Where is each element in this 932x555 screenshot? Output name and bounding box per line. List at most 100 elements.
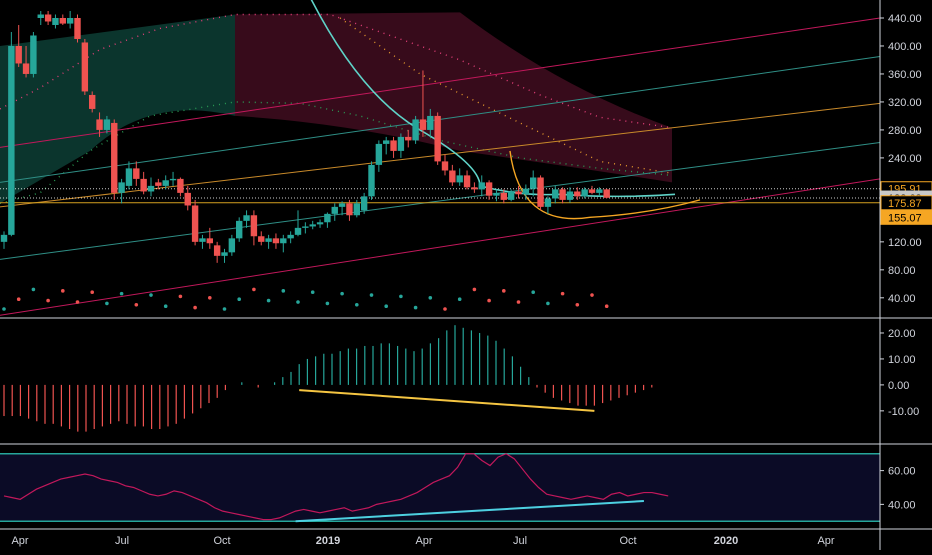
volume-dot [384,304,389,309]
candle-body[interactable] [111,122,118,193]
candle-body[interactable] [272,238,280,244]
candle-body[interactable] [316,222,324,225]
candle-body[interactable] [191,205,199,242]
volume-dot [457,297,462,302]
candle-body[interactable] [456,175,463,183]
candle-body[interactable] [544,198,552,207]
candle-body[interactable] [147,185,155,192]
volume-dot [560,291,565,296]
candle-body[interactable] [463,175,471,188]
candle-body[interactable] [30,35,37,74]
candle-body[interactable] [596,189,603,193]
candle-body[interactable] [302,226,309,228]
rsi-line [3,453,669,521]
candle-body[interactable] [405,136,412,141]
candle-body[interactable] [441,161,449,171]
price-badge-label: 155.07 [888,212,922,224]
candle-body[interactable] [221,252,228,256]
candle-body[interactable] [162,180,169,186]
candle-body[interactable] [449,170,456,183]
candle-body[interactable] [368,164,375,197]
rsi-band [0,453,880,522]
candle-body[interactable] [309,224,316,227]
candle-body[interactable] [103,119,111,130]
candle-body[interactable] [471,187,478,190]
candle-body[interactable] [37,14,44,18]
candle-body[interactable] [213,245,221,256]
candle-body[interactable] [74,17,81,39]
candle-body[interactable] [493,192,500,196]
candle-body[interactable] [390,140,397,151]
candle-body[interactable] [89,94,96,109]
candle-body[interactable] [588,189,596,193]
candle-body[interactable] [96,119,103,130]
candle-body[interactable] [522,188,530,195]
candle-body[interactable] [603,189,610,198]
candle-body[interactable] [184,192,191,206]
price-badge[interactable] [880,209,932,225]
candle-body[interactable] [250,215,258,237]
candle-body[interactable] [206,238,213,244]
candle-body[interactable] [530,177,537,189]
candle-body[interactable] [44,14,52,22]
candle-body[interactable] [199,238,206,242]
candle-body[interactable] [581,189,588,197]
candle-body[interactable] [0,234,8,242]
candle-body[interactable] [375,143,383,165]
candle-body[interactable] [515,191,522,195]
candle-body[interactable] [8,45,15,235]
candle-body[interactable] [155,182,162,186]
candle-body[interactable] [383,140,390,144]
candle-body[interactable] [346,203,353,216]
channel-line-teal-lower [0,142,881,260]
candle-body[interactable] [228,238,236,253]
price-axis-tick-label: 120.00 [888,237,922,249]
candle-body[interactable] [331,206,338,214]
candle-body[interactable] [280,238,287,244]
candle-body[interactable] [360,196,368,211]
volume-dot [31,287,36,292]
volume-dot [502,289,506,293]
candle-body[interactable] [258,236,265,242]
candle-body[interactable] [574,191,581,197]
candle-body[interactable] [81,42,89,92]
candle-body[interactable] [236,220,243,239]
price-badge[interactable] [880,195,932,211]
candle-body[interactable] [59,17,66,24]
candle-body[interactable] [169,178,177,181]
candle-body[interactable] [140,178,147,192]
candle-body[interactable] [294,227,302,235]
candle-body[interactable] [353,203,360,216]
candle-body[interactable] [15,45,22,64]
candle-body[interactable] [125,168,133,186]
candle-body[interactable] [427,115,434,130]
candle-body[interactable] [434,115,441,162]
candle-body[interactable] [338,203,346,207]
candle-body[interactable] [22,63,30,74]
candle-body[interactable] [324,213,331,223]
candle-body[interactable] [566,191,574,200]
candle-body[interactable] [66,17,74,24]
candle-body[interactable] [478,182,485,190]
volume-dot [575,303,580,307]
candle-body[interactable] [537,177,544,207]
candle-body[interactable] [133,168,140,179]
candle-body[interactable] [118,182,125,193]
candle-body[interactable] [243,215,250,221]
candle-body[interactable] [500,192,507,200]
candle-body[interactable] [265,238,272,242]
candle-body[interactable] [507,191,515,200]
candle-body[interactable] [485,182,493,196]
channel-line-red-upper [0,17,881,148]
candle-body[interactable] [419,119,427,130]
candle-body[interactable] [177,178,184,193]
volume-dot [399,294,403,299]
candle-body[interactable] [287,234,294,239]
candle-body[interactable] [397,136,405,151]
candle-body[interactable] [412,119,419,141]
candle-body[interactable] [559,189,566,200]
candle-body[interactable] [52,17,59,25]
candle-body[interactable] [552,189,559,199]
